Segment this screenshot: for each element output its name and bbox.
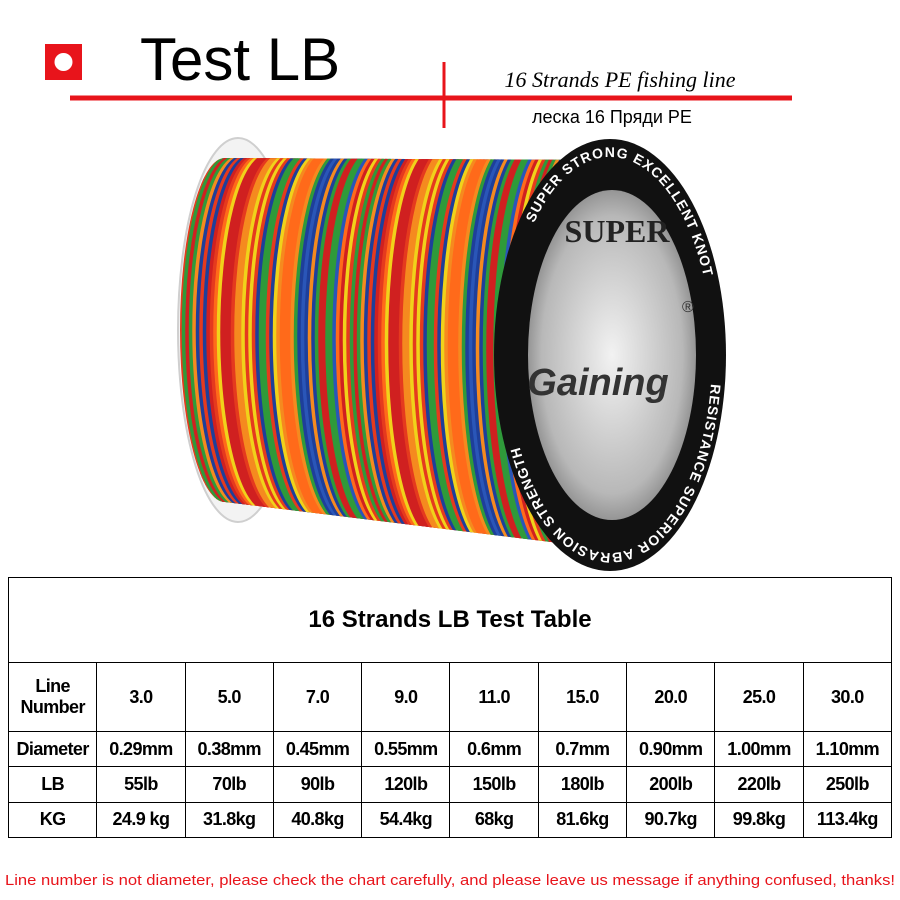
table-cell: 113.4kg [802, 801, 893, 839]
header-and-product: Test LB 16 Strands PE fishing line леска… [45, 26, 792, 571]
table-cell: 0.55mm [361, 731, 451, 768]
table-cell: 0.7mm [537, 731, 628, 768]
bullet-dot [54, 53, 73, 71]
brand: Gaining [527, 362, 668, 404]
table-cell: 15.0 [537, 662, 628, 733]
label-top: SUPER [565, 213, 671, 249]
table-cell: 24.9 kg [96, 801, 186, 839]
table-cell: 9.0 [361, 662, 451, 733]
table-cell: 11.0 [449, 662, 539, 733]
table-cell: 25.0 [714, 662, 804, 733]
table-cell: 81.6kg [537, 801, 628, 839]
table-row: Line Number 3.0 5.0 7.0 9.0 11.0 15.0 20.0 25.0 3… [7, 662, 893, 733]
flange-face [528, 190, 696, 520]
table-cell: 120lb [361, 766, 451, 803]
lb-table: 16 Strands LB Test Table Line Number 3.0 5… [7, 576, 893, 839]
row-header: LB [7, 766, 98, 803]
note: Line number is not diameter, please chec… [5, 872, 895, 889]
table-cell: 0.90mm [626, 731, 716, 768]
table-title: 16 Strands LB Test Table [8, 576, 892, 664]
footer: Line number is not diameter, please chec… [5, 872, 895, 889]
row-header: Diameter [7, 731, 98, 768]
registered-mark: ® [682, 299, 694, 316]
subtitle: 16 Strands PE fishing line [505, 67, 736, 92]
table-row: LB 55lb 70lb 90lb 120lb 150lb 180lb 200lb 220lb 2… [7, 766, 893, 803]
page-title: Test LB [140, 26, 340, 93]
table-cell: 31.8kg [184, 801, 274, 839]
table-cell: 0.45mm [272, 731, 363, 768]
table-cell: 68kg [449, 801, 539, 839]
table-cell: 7.0 [272, 662, 363, 733]
table-cell: 0.29mm [96, 731, 186, 768]
table-cell: 0.6mm [449, 731, 539, 768]
row-header: Line Number [7, 662, 98, 733]
subtitle-ru: леска 16 Пряди PE [532, 107, 692, 127]
table-cell: 1.10mm [802, 731, 893, 768]
table-cell: 30.0 [802, 662, 893, 733]
table-cell: 90.7kg [626, 801, 716, 839]
table-cell: 220lb [714, 766, 804, 803]
table-row: Diameter 0.29mm 0.38mm 0.45mm 0.55mm 0.6mm 0.7… [7, 731, 893, 768]
table-cell: 99.8kg [714, 801, 804, 839]
table-cell: 150lb [449, 766, 539, 803]
table-row: KG 24.9 kg 31.8kg 40.8kg 54.4kg 68kg 81.6kg 90.… [7, 801, 893, 839]
table-cell: 0.38mm [184, 731, 274, 768]
row-header: KG [7, 801, 98, 839]
table-cell: 3.0 [96, 662, 186, 733]
table-cell: 250lb [802, 766, 893, 803]
table-cell: 1.00mm [714, 731, 804, 768]
table-cell: 180lb [537, 766, 628, 803]
table-cell: 5.0 [184, 662, 274, 733]
table-cell: 20.0 [626, 662, 716, 733]
table-cell: 55lb [96, 766, 186, 803]
table-cell: 54.4kg [361, 801, 451, 839]
table-cell: 40.8kg [272, 801, 363, 839]
table-cell: 90lb [272, 766, 363, 803]
table-cell: 70lb [184, 766, 274, 803]
table-cell: 200lb [626, 766, 716, 803]
